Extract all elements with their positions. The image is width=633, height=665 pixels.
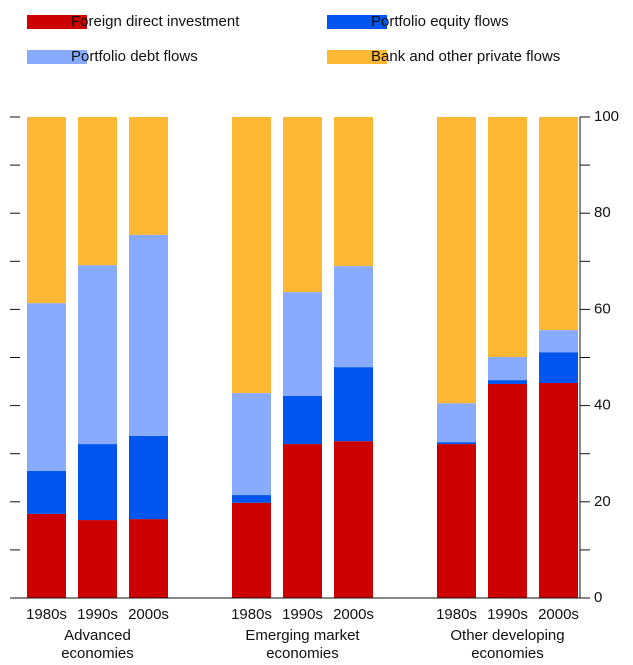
bar-segment bbox=[27, 513, 66, 598]
y-tick-label: 20 bbox=[594, 493, 611, 510]
bar-segment bbox=[27, 117, 66, 304]
bar-segment bbox=[232, 502, 271, 598]
x-tick-label: 1980s bbox=[231, 606, 272, 623]
bar-segment bbox=[334, 441, 373, 598]
x-tick-label: 2000s bbox=[128, 606, 169, 623]
bar-segment bbox=[539, 382, 578, 598]
y-tick-label: 60 bbox=[594, 300, 611, 317]
legend-label: Portfolio debt flows bbox=[71, 48, 198, 65]
bar-segment bbox=[283, 444, 322, 598]
bar-segment bbox=[283, 395, 322, 445]
group-label: Advanced economies bbox=[61, 627, 134, 662]
y-tick-label: 80 bbox=[594, 204, 611, 221]
legend-swatch bbox=[327, 15, 387, 29]
bar-segment bbox=[488, 380, 527, 384]
x-tick-label: 1990s bbox=[282, 606, 323, 623]
legend-swatch bbox=[327, 50, 387, 64]
group-label: Emerging market economies bbox=[245, 627, 360, 662]
bar-segment bbox=[129, 117, 168, 235]
x-tick-label: 1980s bbox=[436, 606, 477, 623]
legend-label: Bank and other private flows bbox=[371, 48, 560, 65]
bar-segment bbox=[232, 495, 271, 503]
x-tick-label: 1990s bbox=[487, 606, 528, 623]
bar-segment bbox=[232, 117, 271, 394]
bar-segment bbox=[488, 357, 527, 381]
bar-segment bbox=[27, 471, 66, 514]
bar-segment bbox=[232, 393, 271, 496]
x-tick-label: 2000s bbox=[538, 606, 579, 623]
bar-segment bbox=[334, 266, 373, 368]
bar-segment bbox=[539, 330, 578, 353]
y-tick-label: 0 bbox=[594, 589, 602, 606]
bar-segment bbox=[334, 117, 373, 267]
group-label: Other developing economies bbox=[450, 627, 565, 662]
bar-segment bbox=[129, 435, 168, 520]
bar-segment bbox=[437, 444, 476, 598]
bar-segment bbox=[437, 403, 476, 443]
bar-segment bbox=[488, 383, 527, 598]
legend-label: Portfolio equity flows bbox=[371, 13, 509, 30]
bar-segment bbox=[437, 117, 476, 404]
legend-label: Foreign direct investment bbox=[71, 13, 240, 30]
bar-segment bbox=[78, 444, 117, 521]
x-tick-label: 1980s bbox=[26, 606, 67, 623]
bar-segment bbox=[129, 234, 168, 436]
bar-segment bbox=[27, 303, 66, 472]
bar-segment bbox=[78, 520, 117, 598]
bar-segment bbox=[437, 442, 476, 445]
bar-segment bbox=[334, 367, 373, 442]
bar-segment bbox=[78, 117, 117, 266]
y-tick-label: 40 bbox=[594, 397, 611, 414]
legend-swatch bbox=[27, 15, 87, 29]
bar-segment bbox=[283, 117, 322, 293]
bar-segment bbox=[488, 117, 527, 358]
bar-segment bbox=[129, 519, 168, 598]
x-tick-label: 1990s bbox=[77, 606, 118, 623]
bar-segment bbox=[283, 292, 322, 396]
bar-segment bbox=[539, 117, 578, 331]
x-tick-label: 2000s bbox=[333, 606, 374, 623]
bar-segment bbox=[539, 352, 578, 383]
bar-segment bbox=[78, 265, 117, 445]
y-tick-label: 100 bbox=[594, 108, 619, 125]
legend-swatch bbox=[27, 50, 87, 64]
